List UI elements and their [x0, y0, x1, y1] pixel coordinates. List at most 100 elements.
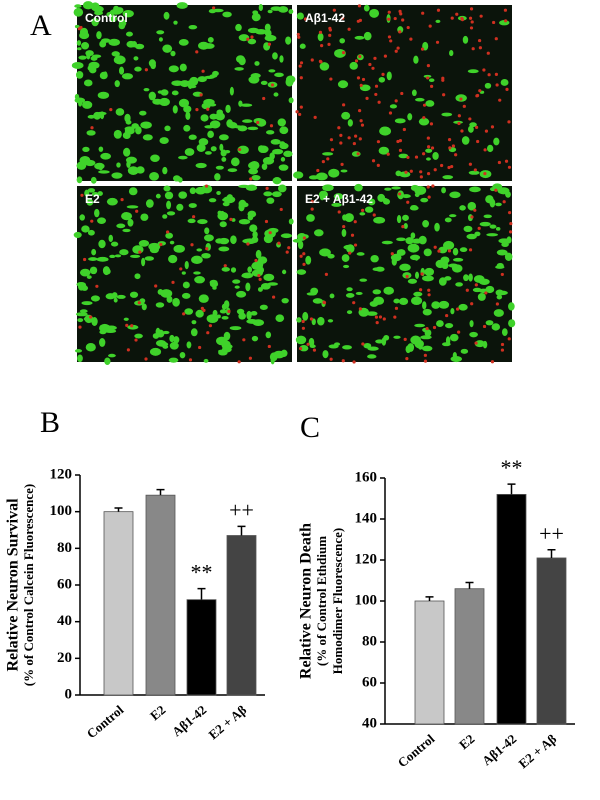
cell [356, 252, 365, 256]
cell [195, 309, 204, 318]
cell [118, 66, 125, 75]
cell [479, 221, 491, 227]
cell [203, 75, 215, 79]
cell [110, 241, 119, 247]
dead-cell [324, 272, 328, 276]
cell [420, 197, 429, 203]
dead-cell [419, 175, 423, 179]
dead-cell [426, 63, 431, 68]
cell [495, 202, 502, 207]
cell [452, 352, 457, 359]
cell [367, 354, 377, 359]
cell [261, 163, 268, 171]
cell [196, 143, 206, 152]
cell [431, 301, 441, 309]
cell [369, 8, 380, 18]
cell [200, 114, 209, 122]
dead-cell [507, 211, 512, 215]
dead-cell [482, 68, 486, 72]
cell [251, 13, 261, 22]
dead-cell [265, 186, 269, 191]
dead-cell [393, 315, 397, 319]
x-tick-label: E2 [456, 731, 477, 752]
cell [82, 100, 93, 109]
dead-cell [484, 129, 489, 133]
cell [105, 325, 117, 331]
cell [255, 249, 262, 259]
cell [168, 357, 179, 363]
micrograph: Aβ1-42 [293, 4, 512, 181]
cell [389, 104, 397, 109]
dead-cell [339, 141, 343, 145]
dead-cell [497, 160, 501, 165]
dead-cell [182, 312, 186, 316]
cell [141, 303, 147, 311]
dead-cell [354, 134, 358, 138]
cell [278, 184, 287, 193]
cell [196, 248, 203, 252]
cell [341, 254, 350, 262]
dead-cell [249, 177, 253, 181]
cell [245, 282, 251, 292]
dead-cell [361, 208, 365, 212]
cell [449, 191, 461, 199]
y-axis-label: (% of Control Calcein Fluorescence) [21, 484, 36, 686]
dead-cell [503, 19, 508, 23]
cell [467, 69, 479, 74]
cell [496, 294, 503, 300]
cell [455, 282, 463, 287]
dead-cell [471, 47, 475, 51]
cell [469, 122, 477, 128]
cell [442, 175, 454, 180]
cell [508, 302, 515, 311]
cell [122, 228, 131, 233]
cell [89, 266, 98, 275]
x-tick-label: Aβ1-42 [479, 731, 519, 768]
cell [113, 55, 126, 65]
dead-cell [371, 159, 376, 163]
cell [252, 231, 258, 239]
cell [224, 150, 231, 154]
dead-cell [298, 112, 302, 117]
cell [279, 55, 284, 63]
dead-cell [447, 249, 452, 253]
cell [229, 86, 234, 96]
cell [235, 55, 245, 63]
cell [246, 310, 252, 320]
cell [218, 237, 230, 245]
cell [172, 175, 181, 182]
cell [187, 218, 196, 224]
dead-cell [229, 217, 233, 221]
dead-cell [350, 233, 355, 237]
error-bar [114, 507, 123, 512]
cell [138, 240, 150, 247]
y-tick-label: 0 [65, 686, 73, 702]
dead-cell [356, 76, 361, 80]
dead-cell [429, 122, 434, 126]
cell [208, 198, 217, 203]
y-axis-label: Relative Neuron Survival [5, 498, 22, 672]
dead-cell [246, 37, 250, 41]
cell [440, 256, 450, 264]
cell [251, 174, 261, 181]
dead-cell [507, 337, 511, 341]
cell [418, 235, 427, 245]
cell [114, 254, 122, 258]
cell [247, 214, 254, 221]
dead-cell [478, 46, 482, 50]
dead-cell [212, 6, 216, 10]
cell [496, 263, 504, 269]
cell [277, 118, 286, 127]
cell [124, 113, 131, 123]
dead-cell [427, 195, 431, 199]
y-tick-label: 60 [57, 576, 72, 592]
cell [129, 291, 139, 298]
cell [405, 237, 414, 245]
dead-cell [402, 127, 406, 132]
dead-cell [144, 357, 148, 361]
dead-cell [390, 252, 394, 256]
cell [349, 61, 358, 70]
cell [279, 126, 289, 135]
dead-cell [374, 315, 379, 319]
dead-cell [473, 168, 477, 172]
